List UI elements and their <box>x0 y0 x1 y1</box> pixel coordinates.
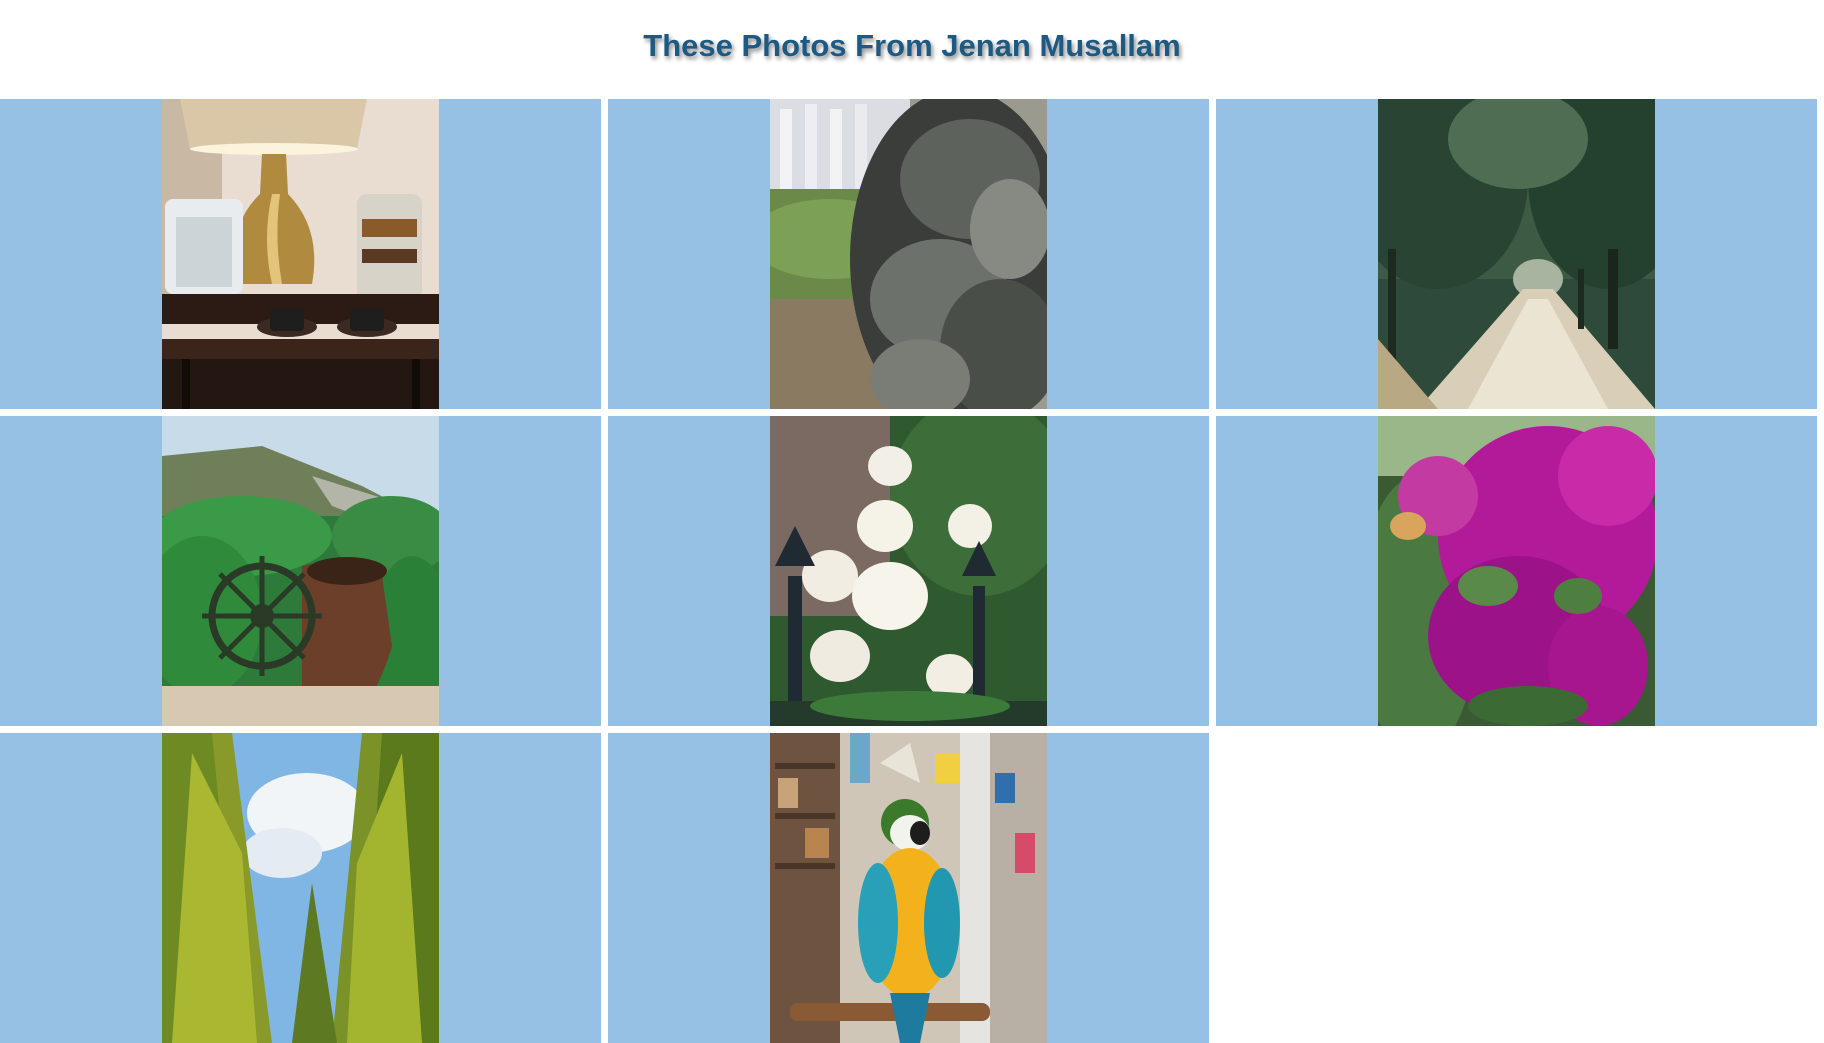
gallery-cell <box>608 416 1209 726</box>
gallery-cell <box>608 733 1209 1043</box>
magenta-bougainvillea-photo[interactable] <box>1378 416 1655 726</box>
ship-wheel-balcony-photo[interactable] <box>162 416 439 726</box>
page-header: These Photos From Jenan Musallam <box>0 0 1824 99</box>
tree-lined-path-photo[interactable] <box>1378 99 1655 409</box>
empty-gallery-cell <box>1216 733 1817 1043</box>
page-title: These Photos From Jenan Musallam <box>643 28 1181 63</box>
macaw-parrot-shop-photo[interactable] <box>770 733 1047 1043</box>
gallery-cell <box>1216 416 1817 726</box>
gallery-cell <box>0 99 601 409</box>
cypress-trees-sky-photo[interactable] <box>162 733 439 1043</box>
white-roses-fence-photo[interactable] <box>770 416 1047 726</box>
pine-branch-photo[interactable] <box>770 99 1047 409</box>
gallery-cell <box>1216 99 1817 409</box>
photo-gallery <box>0 99 1824 1043</box>
gallery-cell <box>0 416 601 726</box>
gallery-cell <box>608 99 1209 409</box>
lamp-and-coffee-table-photo[interactable] <box>162 99 439 409</box>
gallery-cell <box>0 733 601 1043</box>
